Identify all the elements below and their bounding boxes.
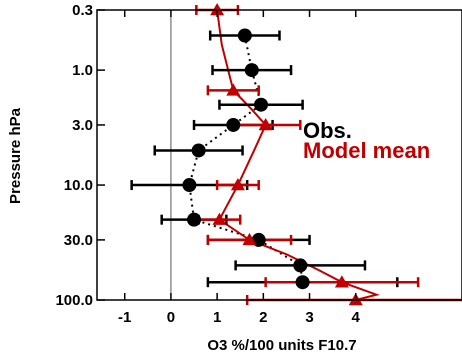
model-mean-point [334,275,349,288]
x-tick-label: 3 [305,309,313,326]
x-tick-label: -1 [118,309,131,326]
axes: -1 0 1 2 3 4 0.3 1.0 3.0 10.0 30.0 100.0 [55,2,462,326]
plot-area [130,3,462,306]
plot-frame [96,9,462,301]
x-tick-label: 2 [259,309,267,326]
obs-point [254,97,269,112]
model-mean-point [226,83,241,96]
y-tick-label: 100.0 [55,292,93,309]
obs-point [226,117,241,132]
model-mean-point [212,212,227,225]
y-tick-label: 30.0 [64,232,93,249]
obs-point [187,212,202,227]
x-tick-label: 0 [167,309,175,326]
y-tick-label: 1.0 [72,62,93,79]
model-mean-point [258,117,273,131]
y-tick-label: 3.0 [72,117,93,134]
obs-point [191,143,206,158]
y-tick-label: 0.3 [72,2,93,19]
legend-obs: Obs. [303,118,352,143]
x-axis-label: O3 %/100 units F10.7 [207,337,356,354]
obs-point [182,178,197,193]
x-tick-label: 4 [352,309,361,326]
x-tick-label: 1 [213,309,221,326]
obs-point [244,63,259,78]
model-mean-point [242,232,257,246]
obs-point [293,258,308,273]
y-tick-label: 10.0 [64,177,93,194]
y-axis-label: Pressure hPa [7,107,24,204]
model-mean-point [230,178,245,191]
obs-point [237,28,252,43]
model-mean-point [210,3,225,16]
obs-point [295,275,310,290]
legend-model-mean: Model mean [303,138,430,163]
